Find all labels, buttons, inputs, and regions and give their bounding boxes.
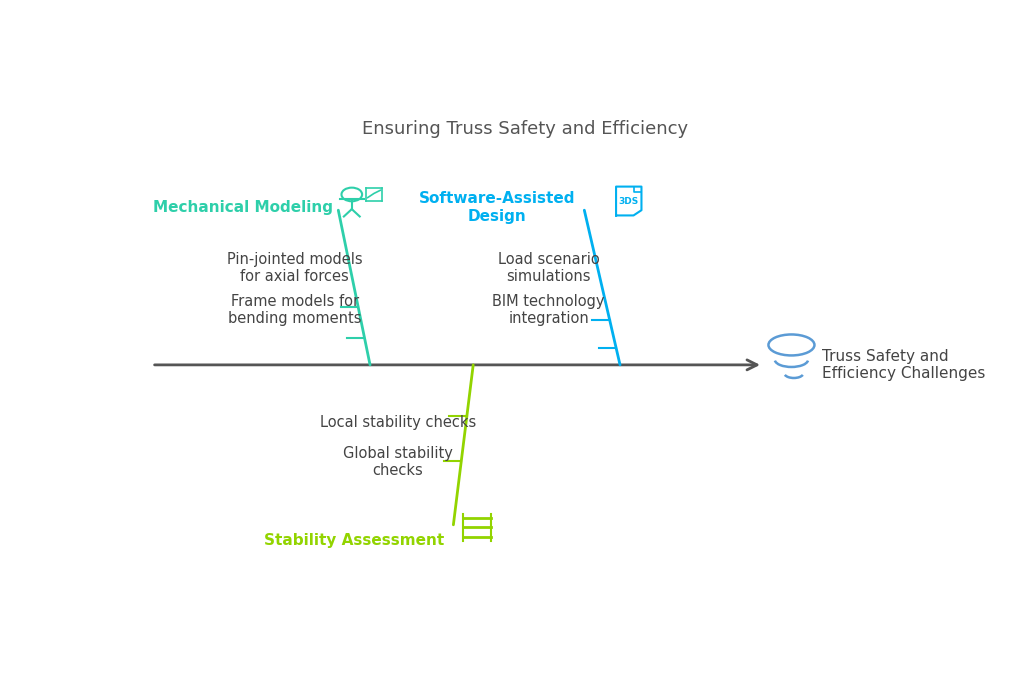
- Text: Truss Safety and
Efficiency Challenges: Truss Safety and Efficiency Challenges: [822, 349, 986, 381]
- Text: Ensuring Truss Safety and Efficiency: Ensuring Truss Safety and Efficiency: [361, 120, 688, 138]
- Text: Frame models for
bending moments: Frame models for bending moments: [228, 294, 361, 326]
- Text: Load scenario
simulations: Load scenario simulations: [498, 252, 599, 284]
- Text: Pin-jointed models
for axial forces: Pin-jointed models for axial forces: [227, 252, 362, 284]
- Text: Global stability
checks: Global stability checks: [343, 445, 453, 478]
- Text: Software-Assisted
Design: Software-Assisted Design: [419, 191, 575, 224]
- Text: Mechanical Modeling: Mechanical Modeling: [153, 200, 333, 215]
- Text: BIM technology
integration: BIM technology integration: [493, 294, 605, 326]
- Text: Stability Assessment: Stability Assessment: [264, 533, 444, 548]
- Text: Local stability checks: Local stability checks: [319, 415, 476, 430]
- Text: 3DS: 3DS: [618, 197, 639, 206]
